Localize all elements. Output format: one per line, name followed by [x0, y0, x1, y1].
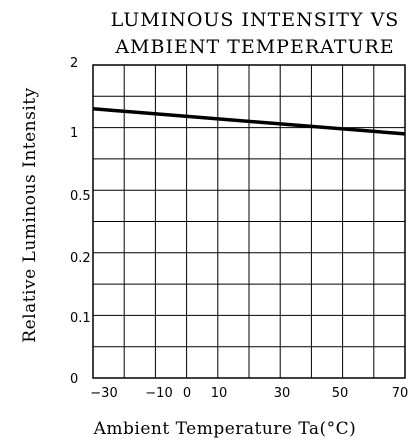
- x-tick-label: −30: [90, 386, 117, 401]
- chart-title-line-1: LUMINOUS INTENSITY VS: [111, 9, 400, 31]
- y-tick-label: 1: [70, 126, 78, 141]
- x-tick-label: 10: [211, 386, 228, 401]
- x-tick-label: 70: [392, 386, 409, 401]
- x-axis-title: Ambient Temperature Ta(°C): [93, 419, 357, 439]
- x-tick-label: −10: [145, 386, 172, 401]
- grid: [93, 65, 405, 378]
- y-axis-title: Relative Luminous Intensity: [20, 87, 40, 342]
- y-tick-label: 0.2: [70, 251, 91, 266]
- x-tick-label: 0: [183, 386, 191, 401]
- chart-title-line-2: AMBIENT TEMPERATURE: [114, 36, 394, 58]
- plot-frame: [92, 64, 406, 379]
- y-tick-label: 0: [70, 372, 78, 387]
- y-tick-label: 0.5: [70, 189, 91, 204]
- x-tick-labels: −30 −10 0 10 30 50 70: [90, 386, 408, 401]
- x-tick-label: 50: [332, 386, 349, 401]
- series-line-0: [92, 107, 406, 136]
- x-tick-label: 30: [274, 386, 291, 401]
- y-tick-label: 0.1: [70, 311, 91, 326]
- y-tick-label: 2: [70, 56, 78, 71]
- series-layer: [92, 107, 406, 136]
- y-tick-labels: 2 1 0.5 0.2 0.1 0: [70, 56, 91, 387]
